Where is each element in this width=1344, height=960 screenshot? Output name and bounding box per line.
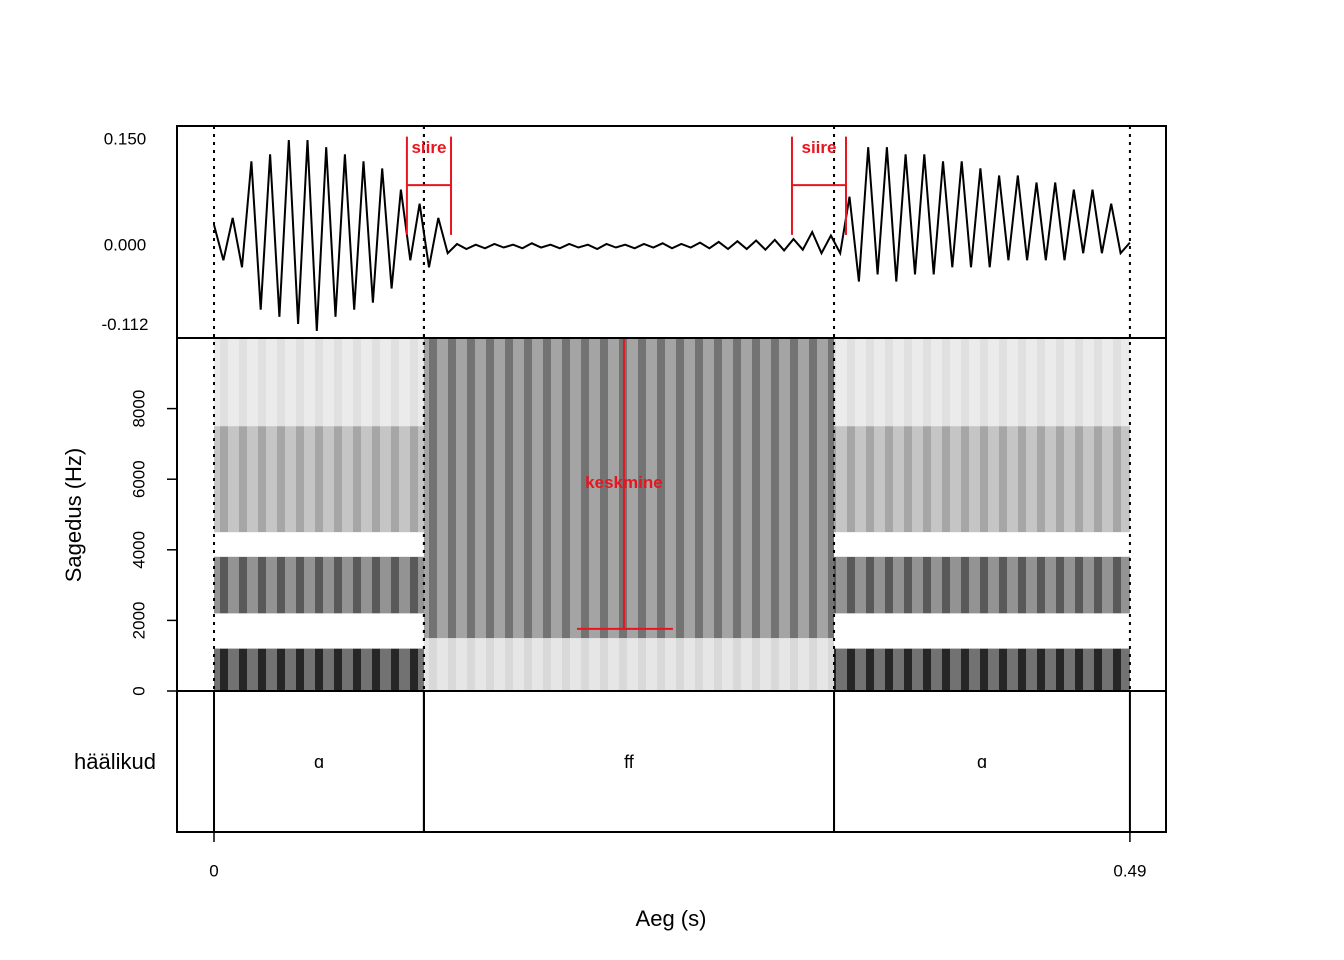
segment-label: ff [624,752,635,772]
spectrogram-texture [423,638,835,691]
spectrogram-texture [214,338,424,427]
x-tick-label: 0 [209,861,218,880]
y-tick-label: 6000 [129,460,148,498]
x-axis-label: Aeg (s) [636,906,707,931]
spectrogram-texture [423,338,835,639]
tier-name: häälikud [74,749,156,774]
y-tick-label: 0 [129,686,148,695]
annotation: siire [411,138,446,157]
y-tick-label: 0.150 [104,130,147,149]
y-tick-label: -0.112 [102,315,149,334]
waveform [213,140,1131,331]
frame [176,125,1167,833]
y-tick-label: 2000 [129,601,148,639]
spectrogram-texture [214,556,424,614]
segment-label: ɑ [977,752,987,772]
spectrogram-texture [834,648,1130,691]
segment-label: ɑ [314,752,324,772]
y-tick-label: 4000 [129,531,148,569]
y-tick-label: 8000 [129,390,148,428]
spectrogram-texture [834,426,1130,533]
spectrogram-texture [214,426,424,533]
annotation: siire [801,138,836,157]
spectrogram-texture [214,648,424,691]
y-tick-label: 0.000 [104,236,147,255]
spectrogram-texture [834,338,1130,427]
annotation: keskmine [585,473,663,492]
x-tick-label: 0.49 [1113,861,1146,880]
y-axis-label: Sagedus (Hz) [61,448,86,583]
spectrogram-texture [834,556,1130,614]
